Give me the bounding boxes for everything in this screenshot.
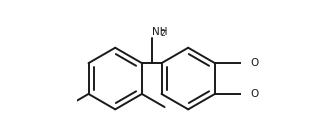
Text: O: O — [250, 58, 258, 68]
Text: O: O — [250, 89, 258, 99]
Text: NH: NH — [152, 27, 168, 37]
Text: 2: 2 — [161, 29, 165, 38]
